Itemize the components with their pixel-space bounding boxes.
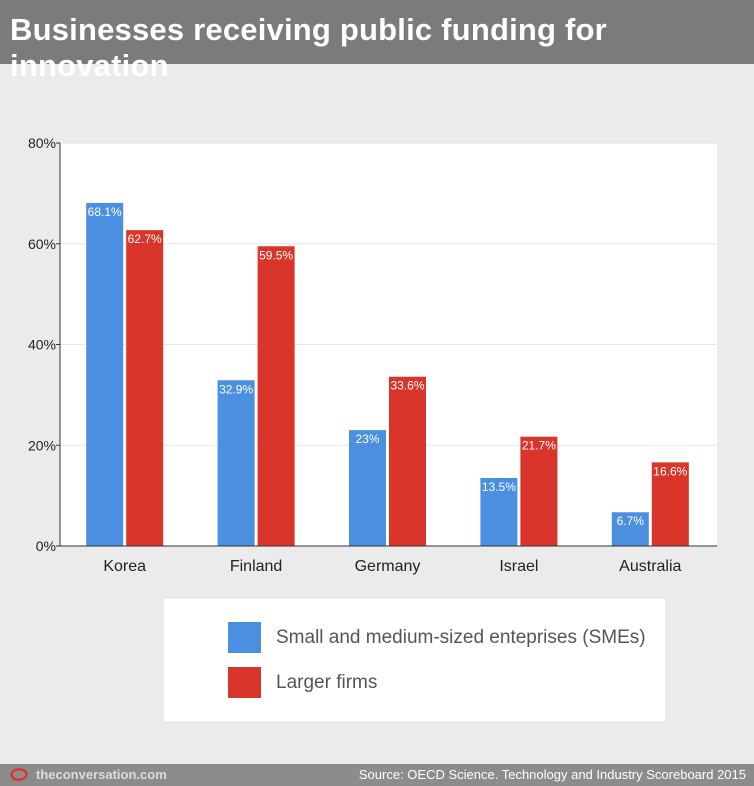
data-label-sme-israel: 13.5% (482, 480, 516, 494)
legend-label-smes: Small and medium-sized enteprises (SMEs) (276, 627, 646, 648)
bar-sme-israel (480, 477, 518, 546)
data-label-sme-korea: 68.1% (88, 205, 122, 219)
bar-chart: 0% 20% 40% 60% 80% 68.1% 62.7% Korea 32.9% 59.5% F… (0, 64, 754, 764)
chart-svg: 0% 20% 40% 60% 80% 68.1% 62.7% Korea 32.9% 59.5% F… (28, 135, 717, 575)
bar-larger-australia (651, 462, 689, 546)
footer-bar: theconversation.com Source: OECD Science… (0, 764, 754, 786)
x-tick-label: Finland (230, 558, 282, 575)
data-label-larger-korea: 62.7% (128, 232, 162, 246)
legend-swatch-smes (228, 622, 261, 653)
chart-title: Businesses receiving public funding for … (10, 12, 607, 83)
legend-swatch-larger-firms (228, 667, 261, 698)
bar-sme-finland (217, 380, 255, 546)
speech-bubble-icon (10, 768, 28, 782)
x-tick-label: Israel (499, 558, 538, 575)
y-tick-label: 80% (28, 135, 56, 151)
data-label-larger-germany: 33.6% (390, 379, 424, 393)
y-tick-label: 20% (28, 437, 56, 453)
data-label-larger-australia: 16.6% (653, 464, 687, 478)
bar-sme-germany (349, 430, 386, 546)
y-tick-label: 0% (36, 538, 56, 554)
brand-text: theconversation.com (36, 767, 167, 782)
data-label-sme-finland: 32.9% (219, 382, 253, 396)
x-tick-label: Germany (355, 558, 421, 575)
chart-header: Businesses receiving public funding for … (0, 0, 754, 83)
x-tick-label: Korea (103, 558, 146, 575)
x-tick-label: Australia (619, 558, 681, 575)
data-label-larger-finland: 59.5% (259, 248, 293, 262)
data-label-larger-israel: 21.7% (522, 439, 556, 453)
y-tick-label: 60% (28, 236, 56, 252)
data-label-sme-germany: 23% (355, 432, 379, 446)
bar-sme-australia (611, 512, 649, 546)
bar-larger-finland (257, 246, 295, 547)
bar-larger-germany (389, 376, 426, 546)
bar-larger-korea (126, 230, 164, 546)
bar-sme-korea (86, 202, 124, 547)
chart-legend: Small and medium-sized enteprises (SMEs)… (164, 599, 665, 721)
y-tick-label: 40% (28, 337, 56, 353)
source-note: Source: OECD Science. Technology and Ind… (358, 767, 746, 782)
bar-larger-israel (520, 436, 558, 546)
legend-label-larger-firms: Larger firms (276, 672, 378, 693)
data-label-sme-australia: 6.7% (617, 514, 645, 528)
